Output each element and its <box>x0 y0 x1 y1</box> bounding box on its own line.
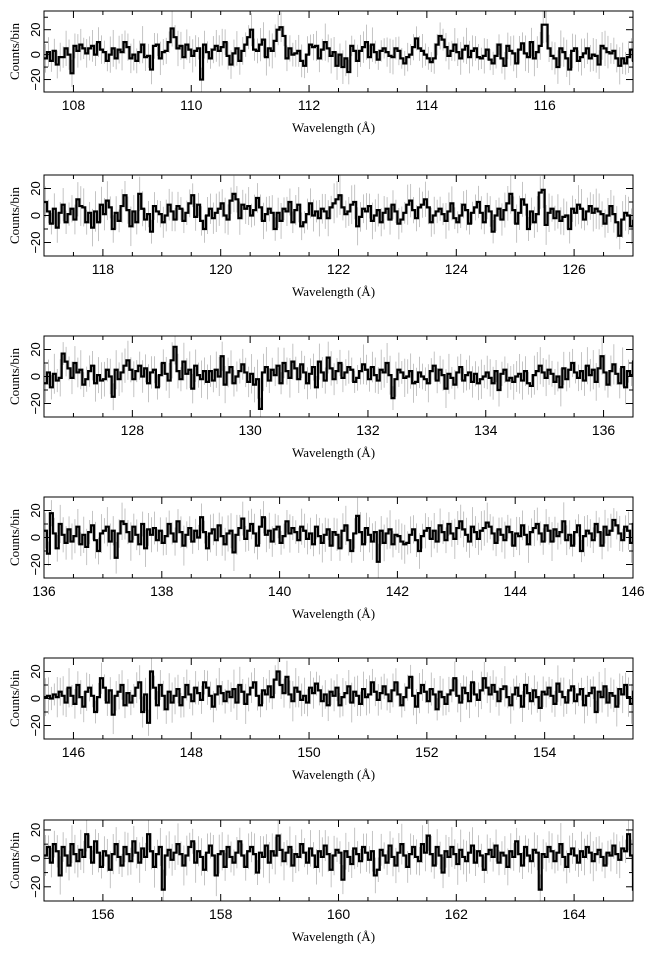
y-tick-label: −20 <box>28 553 43 575</box>
y-tick-label: 20 <box>28 22 43 36</box>
x-axis-title: Wavelength (Å) <box>292 606 375 621</box>
data-layer <box>44 175 633 250</box>
y-axis-title: Counts/bin <box>7 669 22 727</box>
y-tick-label: −20 <box>28 714 43 736</box>
x-tick-label: 116 <box>533 97 556 113</box>
data-layer <box>44 497 633 578</box>
data-layer <box>44 336 633 417</box>
spectrum-histogram-line <box>44 188 633 237</box>
x-tick-label: 142 <box>386 583 410 599</box>
data-layer <box>44 11 633 92</box>
x-tick-label: 130 <box>238 422 262 438</box>
x-axis-title: Wavelength (Å) <box>292 767 375 782</box>
x-tick-label: 150 <box>297 744 321 760</box>
x-tick-label: 138 <box>150 583 174 599</box>
spectrum-histogram-line <box>44 23 633 81</box>
x-tick-label: 136 <box>32 583 56 599</box>
x-tick-label: 162 <box>445 906 469 922</box>
x-tick-label: 158 <box>209 906 233 922</box>
x-tick-label: 146 <box>62 744 86 760</box>
plot-frame <box>43 10 634 93</box>
chart-panel-3: 128 130 132 134 136 −20 0 20 Counts/bin Wavelengt… <box>7 335 634 460</box>
x-tick-label: 120 <box>209 261 233 277</box>
x-tick-label: 148 <box>180 744 204 760</box>
y-tick-label: −20 <box>28 231 43 253</box>
x-tick-label: 114 <box>416 97 439 113</box>
x-tick-label: 140 <box>268 583 292 599</box>
y-tick-label: 0 <box>28 51 43 58</box>
x-tick-label: 128 <box>121 422 145 438</box>
x-tick-label: 126 <box>562 261 586 277</box>
y-axis-title: Counts/bin <box>7 22 22 80</box>
x-axis-title: Wavelength (Å) <box>292 120 375 135</box>
x-tick-label: 124 <box>445 261 469 277</box>
y-tick-label: 20 <box>28 664 43 678</box>
x-tick-label: 146 <box>621 583 645 599</box>
data-layer <box>44 820 633 901</box>
x-tick-label: 108 <box>62 97 86 113</box>
y-tick-label: 0 <box>28 212 43 219</box>
spectrum-histogram-line <box>44 512 633 563</box>
x-tick-label: 152 <box>415 744 439 760</box>
y-tick-label: −20 <box>28 392 43 414</box>
x-tick-label: 112 <box>298 97 321 113</box>
chart-panel-4: 136 138 140 142 144 146 −20 0 20 Counts/bin Wavele… <box>7 496 645 621</box>
chart-panel-5: 146 148 150 152 154 −20 0 20 Counts/bin Wavelengt… <box>7 657 634 782</box>
y-tick-label: 0 <box>28 695 43 702</box>
y-axis-title: Counts/bin <box>7 186 22 244</box>
y-tick-label: −20 <box>28 876 43 898</box>
x-tick-label: 122 <box>327 261 351 277</box>
spectrum-histogram-line <box>44 345 633 410</box>
y-tick-label: 0 <box>28 855 43 862</box>
chart-panel-2: 118 120 122 124 126 −20 0 20 Counts/bin Wavelengt… <box>7 174 634 299</box>
y-tick-label: 20 <box>28 342 43 356</box>
y-tick-label: −20 <box>28 69 43 91</box>
x-tick-label: 160 <box>327 906 351 922</box>
x-axis-title: Wavelength (Å) <box>292 284 375 299</box>
x-tick-label: 132 <box>356 422 380 438</box>
y-tick-label: 20 <box>28 503 43 517</box>
data-layer <box>44 658 633 736</box>
y-tick-label: 20 <box>28 181 43 195</box>
x-tick-label: 164 <box>562 906 586 922</box>
x-tick-label: 136 <box>592 422 616 438</box>
x-tick-label: 154 <box>533 744 557 760</box>
x-axis-title: Wavelength (Å) <box>292 445 375 460</box>
chart-panel-1: 108 110 112 114 116 −20 0 20 Counts/bin Wavelengt… <box>7 10 634 135</box>
x-tick-label: 144 <box>504 583 528 599</box>
y-tick-label: 0 <box>28 373 43 380</box>
x-axis-title: Wavelength (Å) <box>292 929 375 944</box>
x-tick-label: 156 <box>91 906 115 922</box>
y-axis-title: Counts/bin <box>7 347 22 405</box>
x-tick-label: 110 <box>180 97 203 113</box>
spectrum-histogram-line <box>44 670 633 724</box>
chart-panel-6: 156 158 160 162 164 −20 0 20 Counts/bin Wavelengt… <box>7 819 634 944</box>
x-tick-label: 118 <box>92 261 115 277</box>
y-tick-label: 20 <box>28 823 43 837</box>
y-tick-label: 0 <box>28 534 43 541</box>
spectrum-histogram-line <box>44 833 633 891</box>
x-tick-label: 134 <box>474 422 498 438</box>
y-axis-title: Counts/bin <box>7 831 22 889</box>
y-axis-title: Counts/bin <box>7 508 22 566</box>
